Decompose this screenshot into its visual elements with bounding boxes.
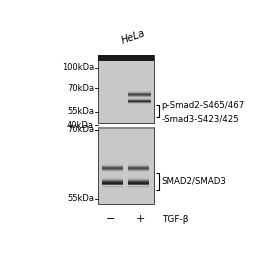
Bar	[128, 91, 151, 92]
Text: -Smad3-S423/425: -Smad3-S423/425	[161, 114, 239, 123]
Bar	[102, 169, 123, 170]
Text: 55kDa: 55kDa	[67, 107, 94, 116]
Bar	[128, 185, 149, 186]
Bar	[128, 179, 149, 180]
Bar	[99, 127, 154, 204]
Text: HeLa: HeLa	[120, 28, 146, 46]
Text: 70kDa: 70kDa	[67, 125, 94, 134]
Bar	[128, 103, 151, 104]
Text: TGF-β: TGF-β	[162, 215, 188, 224]
Text: 55kDa: 55kDa	[67, 194, 94, 203]
Bar	[128, 184, 149, 185]
Bar	[99, 56, 154, 123]
Bar	[128, 181, 149, 182]
Text: p-Smad2-S465/467: p-Smad2-S465/467	[161, 101, 244, 110]
Text: 70kDa: 70kDa	[67, 84, 94, 93]
Bar	[128, 167, 149, 168]
Bar	[102, 171, 123, 172]
Bar	[128, 186, 149, 187]
Bar	[128, 170, 149, 171]
Text: −: −	[106, 214, 115, 224]
Bar	[128, 99, 151, 100]
Bar	[128, 93, 151, 94]
Text: 40kDa: 40kDa	[67, 120, 94, 130]
Bar	[128, 101, 151, 102]
Bar	[128, 164, 149, 165]
Bar	[102, 165, 123, 166]
Bar	[128, 182, 149, 183]
Bar	[102, 181, 123, 182]
Text: 100kDa: 100kDa	[62, 63, 94, 72]
Bar	[102, 178, 123, 179]
Bar	[128, 169, 149, 170]
Bar	[102, 170, 123, 171]
Bar	[102, 168, 123, 169]
Bar	[102, 167, 123, 168]
Bar	[128, 178, 149, 179]
Bar	[128, 94, 151, 95]
Bar	[102, 186, 123, 187]
Bar	[128, 166, 149, 167]
Bar	[128, 168, 149, 169]
Bar	[128, 102, 151, 103]
Bar	[128, 97, 151, 98]
Bar	[102, 185, 123, 186]
Text: SMAD2/SMAD3: SMAD2/SMAD3	[161, 177, 226, 186]
Bar	[102, 166, 123, 167]
Bar	[102, 164, 123, 165]
Text: +: +	[135, 214, 145, 224]
Bar	[99, 56, 154, 61]
Bar	[99, 127, 154, 129]
Bar	[102, 182, 123, 183]
Bar	[128, 92, 151, 93]
Bar	[128, 171, 149, 172]
Bar	[128, 100, 151, 101]
Bar	[102, 183, 123, 184]
Bar	[128, 98, 151, 99]
Bar	[128, 180, 149, 181]
Bar	[128, 183, 149, 184]
Bar	[102, 179, 123, 180]
Bar	[128, 96, 151, 97]
Bar	[102, 180, 123, 181]
Bar	[128, 95, 151, 96]
Bar	[128, 165, 149, 166]
Bar	[102, 184, 123, 185]
